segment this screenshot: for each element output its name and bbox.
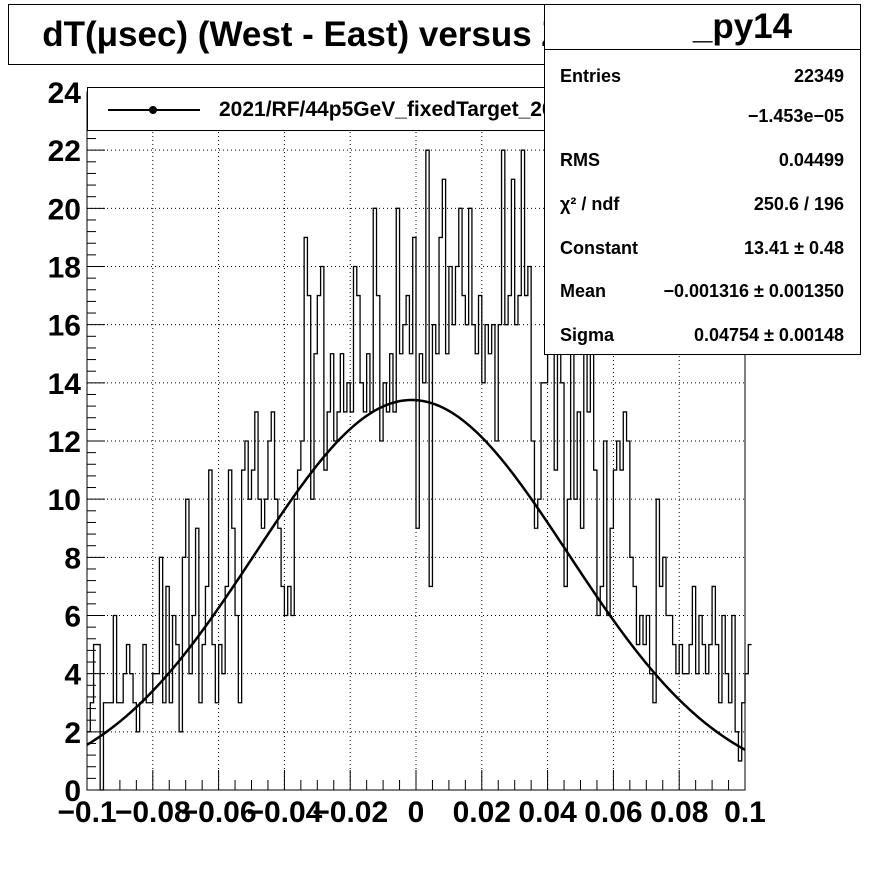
stat-row-sigma: Sigma 0.04754 ± 0.00148 [560,322,844,348]
x-tick-label: 0 [408,796,425,829]
stats-histogram-name: _py14 [545,5,860,50]
stat-value: −0.001316 ± 0.001350 [663,281,844,301]
stat-label: Sigma [560,325,615,345]
x-tick-label: 0.04 [518,796,577,829]
x-tick-label: −0.02 [312,796,388,829]
gaussian-fit-curve [86,398,746,751]
stat-value: −1.453e−05 [747,106,844,126]
legend-label: 2021/RF/44p5GeV_fixedTarget_2021 [219,98,577,121]
stat-label: χ² / ndf [560,194,620,214]
chart-title: dT(μsec) (West - East) versus Z [8,4,597,65]
stat-row-rms: RMS 0.04499 [560,147,844,173]
y-tick-label: 24 [48,77,82,110]
stat-row-constant: Constant 13.41 ± 0.48 [560,235,844,261]
y-tick-label: 18 [48,252,81,285]
x-tick-label: −0.04 [246,796,322,829]
stat-row-chi2: χ² / ndf 250.6 / 196 [560,191,844,217]
x-tick-label: −0.08 [115,796,191,829]
y-tick-label: 4 [64,659,81,692]
histogram-steps [87,149,752,791]
y-tick-label: 12 [48,426,81,459]
stat-label: Mean [560,281,607,301]
stat-value: 13.41 ± 0.48 [744,238,844,258]
x-tick-label: −0.1 [57,796,116,829]
stat-label: RMS [560,150,600,170]
y-tick-label: 20 [48,193,81,226]
stat-label: Entries [560,66,622,86]
y-tick-label: 14 [48,368,82,401]
x-tick-label: 0.1 [724,796,766,829]
stat-label: Constant [560,238,638,258]
stat-value: 0.04754 ± 0.00148 [693,325,844,345]
stats-box: _py14 Entries 22349 −1.453e−05 RMS 0.044… [544,4,861,355]
y-tick-label: 10 [48,484,81,517]
x-tick-label: 0.06 [584,796,642,829]
stat-row-fit-mean: Mean −0.001316 ± 0.001350 [560,278,844,304]
stat-value: 250.6 / 196 [753,194,844,214]
stat-row-entries: Entries 22349 [560,63,844,89]
y-tick-label: 2 [64,717,81,750]
y-tick-label: 16 [48,310,81,343]
stat-row-mean: −1.453e−05 [560,103,844,129]
stat-value: 0.04499 [778,150,844,170]
legend: 2021/RF/44p5GeV_fixedTarget_2021 [87,87,614,131]
chart-title-text: dT(μsec) (West - East) versus Z [42,14,563,54]
legend-dot-marker [149,106,157,114]
y-tick-label: 0 [64,775,81,808]
x-tick-label: −0.06 [181,796,257,829]
y-tick-label: 22 [48,135,81,168]
x-tick-label: 0.02 [453,796,511,829]
stat-value: 22349 [793,66,844,86]
y-tick-label: 6 [64,601,81,634]
x-tick-label: 0.08 [650,796,708,829]
y-tick-label: 8 [64,542,81,575]
